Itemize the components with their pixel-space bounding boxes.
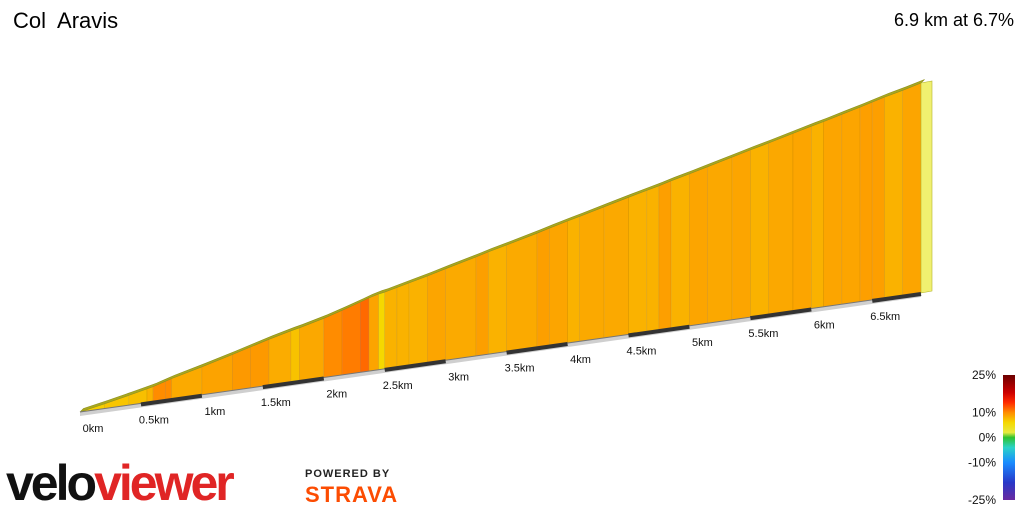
legend-label: 0% <box>979 431 997 445</box>
chart-title: Col Aravis <box>13 8 119 33</box>
profile-segment <box>475 251 489 357</box>
profile-segment <box>341 301 361 376</box>
x-tick-band <box>628 324 690 338</box>
profile-segment <box>810 121 824 309</box>
x-tick-label: 1.5km <box>261 397 291 409</box>
profile-segment <box>707 156 733 324</box>
profile-segment <box>823 113 843 308</box>
x-tick-label: 0.5km <box>139 414 169 426</box>
strava-logo: STRAVA <box>305 482 398 507</box>
profile-segment <box>445 256 477 361</box>
legend-label: 25% <box>972 368 996 382</box>
profile-segment <box>579 206 605 342</box>
legend-label: -10% <box>968 456 996 470</box>
profile-segment <box>603 196 629 339</box>
x-tick-band <box>140 393 203 407</box>
profile-segment <box>506 232 538 352</box>
profile-segment <box>408 275 428 366</box>
profile-segment <box>658 180 672 331</box>
veloviewer-logo: veloviewer <box>6 455 234 511</box>
profile-segment <box>250 338 270 389</box>
profile-segment <box>750 142 769 318</box>
x-tick-label: 6km <box>814 320 835 332</box>
profile-end-cap <box>920 80 933 294</box>
profile-ridge <box>79 79 933 413</box>
profile-segments <box>79 82 922 413</box>
profile-segment <box>323 309 343 378</box>
chart-subtitle: 6.9 km at 6.7% <box>893 10 1014 30</box>
profile-segment <box>646 185 660 333</box>
profile-segment <box>368 293 379 372</box>
profile-top-edge <box>79 79 925 413</box>
profile-segment <box>768 132 794 315</box>
profile-segment <box>689 166 709 327</box>
profile-segment <box>670 173 690 329</box>
profile-segment <box>299 317 325 382</box>
profile-segment <box>290 327 300 383</box>
profile-segment <box>268 330 292 386</box>
profile-segment <box>146 386 154 403</box>
x-tick-label: 2.5km <box>383 380 413 392</box>
x-tick-band <box>506 342 568 355</box>
x-tick-band <box>871 292 922 303</box>
profile-segment <box>359 297 370 373</box>
legend-label: 10% <box>972 406 996 420</box>
profile-segment <box>536 227 550 348</box>
profile-segment <box>396 282 410 368</box>
profile-segment <box>567 215 581 344</box>
x-tick-label: 4km <box>570 354 591 366</box>
x-axis-ticks: 0km 0.5km 1km 1.5km 2km 2.5km 3km 3.5km 4km 4.5km… <box>83 292 922 435</box>
profile-segment <box>884 89 904 299</box>
x-tick-label: 4.5km <box>627 345 657 357</box>
profile-segment <box>487 244 507 355</box>
profile-segment <box>792 125 812 312</box>
profile-segment <box>902 82 922 296</box>
x-tick-label: 5km <box>692 337 713 349</box>
x-tick-label: 6.5km <box>870 311 900 323</box>
x-tick-band <box>384 359 446 372</box>
profile-segment <box>384 287 398 370</box>
profile-segment <box>871 96 885 301</box>
x-tick-label: 5.5km <box>748 328 778 340</box>
x-tick-label: 3.5km <box>505 363 535 375</box>
veloviewer-logo-velo: velo <box>6 455 96 511</box>
profile-segment <box>378 291 386 371</box>
gradient-legend: 25% 10% 0% -10% -25% <box>968 368 1015 507</box>
gradient-legend-bar <box>1003 375 1015 500</box>
x-tick-label: 1km <box>205 406 226 418</box>
x-tick-label: 2km <box>326 389 347 401</box>
x-tick-label: 0km <box>83 423 104 435</box>
x-tick-band <box>262 376 325 390</box>
profile-segment <box>731 149 751 321</box>
branding: veloviewer POWERED BY STRAVA <box>6 455 398 511</box>
x-tick-band <box>750 307 812 321</box>
profile-segment <box>859 101 873 302</box>
profile-segment <box>628 189 648 335</box>
profile-segment <box>427 268 447 364</box>
profile-segment <box>548 220 568 346</box>
x-tick-label: 3km <box>448 371 469 383</box>
profile-segment <box>841 106 861 305</box>
legend-label: -25% <box>968 493 996 507</box>
powered-by-label: POWERED BY <box>305 468 390 480</box>
profile-segment <box>165 378 172 401</box>
veloviewer-logo-viewer: viewer <box>94 455 234 511</box>
